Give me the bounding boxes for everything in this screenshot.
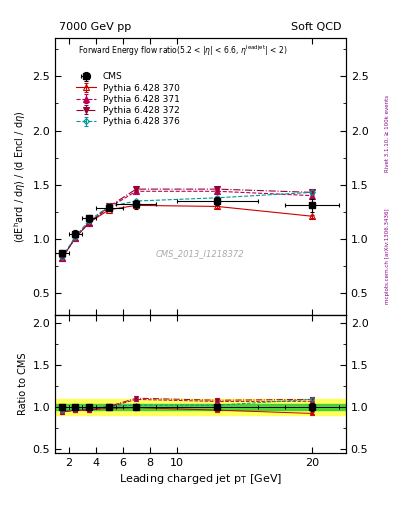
Text: mcplots.cern.ch [arXiv:1306.3436]: mcplots.cern.ch [arXiv:1306.3436]	[385, 208, 389, 304]
Text: CMS_2013_I1218372: CMS_2013_I1218372	[156, 249, 245, 259]
Y-axis label: (dE$^\mathrm{h}$ard / d$\eta$) / (d Encl / d$\eta$): (dE$^\mathrm{h}$ard / d$\eta$) / (d Encl…	[13, 111, 28, 243]
Text: Soft QCD: Soft QCD	[292, 22, 342, 32]
Text: Rivet 3.1.10, ≥ 100k events: Rivet 3.1.10, ≥ 100k events	[385, 95, 389, 172]
X-axis label: Leading charged jet p$_\mathrm{T}$ [GeV]: Leading charged jet p$_\mathrm{T}$ [GeV]	[119, 472, 282, 486]
Legend: CMS, Pythia 6.428 370, Pythia 6.428 371, Pythia 6.428 372, Pythia 6.428 376: CMS, Pythia 6.428 370, Pythia 6.428 371,…	[74, 71, 182, 128]
Text: Forward Energy flow ratio(5.2 < |$\eta$| < 6.6, $\eta^{\rm leadjet}$| < 2): Forward Energy flow ratio(5.2 < |$\eta$|…	[78, 44, 288, 58]
Text: 7000 GeV pp: 7000 GeV pp	[59, 22, 131, 32]
Y-axis label: Ratio to CMS: Ratio to CMS	[18, 353, 28, 415]
